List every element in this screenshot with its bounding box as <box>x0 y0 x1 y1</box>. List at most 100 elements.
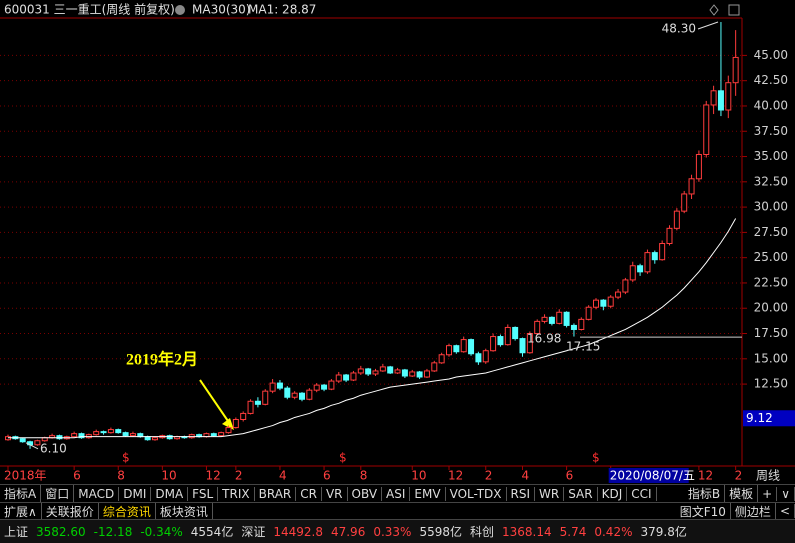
side-tab[interactable]: 侧边栏 <box>731 502 776 520</box>
candle-body <box>666 227 673 245</box>
indicator-tab[interactable]: 指标A <box>0 485 42 502</box>
toolbar-button[interactable]: 指标B <box>684 485 726 502</box>
index-name[interactable]: 上证 <box>4 525 29 539</box>
candle-body <box>328 380 335 390</box>
candle-body <box>394 369 401 374</box>
indicator-tab[interactable]: OBV <box>348 486 383 501</box>
candle-body <box>93 431 100 436</box>
candle-body <box>423 370 430 378</box>
candle-body <box>107 429 114 434</box>
candle-body <box>578 318 585 330</box>
candle-body <box>210 433 217 437</box>
index-change: 47.96 <box>330 524 366 539</box>
x-tick-label: 6 <box>323 469 331 483</box>
low-label: 6.10 <box>40 441 67 455</box>
level-label: 16.98 <box>527 331 561 345</box>
index-price: 3582.60 <box>36 524 86 539</box>
info-tab[interactable]: 扩展∧ <box>0 502 42 520</box>
x-tick-label: 4 <box>279 469 287 483</box>
y-tick-label: 37.50 <box>754 124 788 138</box>
index-pct: -0.34% <box>140 524 183 539</box>
indicator-tab[interactable]: RSI <box>507 486 536 501</box>
candle-body <box>276 382 283 389</box>
candle-body <box>240 412 247 420</box>
indicator-tab[interactable]: VOL-TDX <box>446 486 507 501</box>
candle-body <box>681 193 688 212</box>
info-tab[interactable]: 板块资讯 <box>156 502 213 520</box>
index-name[interactable]: 深证 <box>241 525 266 539</box>
toolbar-button[interactable]: + <box>758 486 778 501</box>
candle-body <box>335 374 342 382</box>
index-pct: 0.42% <box>594 524 633 539</box>
diamond-icon[interactable] <box>709 4 719 16</box>
indicator-tab[interactable]: ASI <box>382 486 411 501</box>
indicator-tab[interactable]: MACD <box>74 486 120 501</box>
toolbar-button[interactable]: ∨ <box>777 486 795 501</box>
index-name[interactable]: 科创 <box>470 525 495 539</box>
background <box>0 0 795 484</box>
indicator-tab[interactable]: KDJ <box>598 486 628 501</box>
index-change: -12.18 <box>93 524 133 539</box>
candle-body <box>372 370 379 375</box>
indicator-tab[interactable]: SAR <box>564 486 598 501</box>
candle-body <box>659 243 666 261</box>
dividend-marker: $ <box>339 451 347 465</box>
info-tab[interactable]: 综合资讯 <box>99 502 156 520</box>
candle-body <box>556 311 563 324</box>
indicator-tab[interactable]: FSL <box>188 486 219 501</box>
indicator-tab[interactable]: 窗口 <box>41 485 75 502</box>
cursor-price-label: 9.12 <box>746 411 773 425</box>
y-tick-label: 32.50 <box>754 174 788 188</box>
low-arrow <box>25 442 39 450</box>
y-tick-label: 22.50 <box>754 275 788 289</box>
candle-body <box>152 437 158 441</box>
candle-body <box>409 371 416 377</box>
candle-body <box>166 435 173 440</box>
x-tick-label: 8 <box>360 469 368 483</box>
window-icon[interactable] <box>728 4 740 16</box>
indicator-tab[interactable]: VR <box>322 486 348 501</box>
candle-body <box>85 434 92 439</box>
x-tick-label: 2 <box>235 469 243 483</box>
indicator-tab[interactable]: WR <box>535 486 565 501</box>
candle-body <box>570 324 577 330</box>
candle-body <box>247 400 254 414</box>
indicator-tab[interactable]: CR <box>296 486 322 501</box>
candle-body <box>688 178 695 195</box>
candle-body <box>321 384 328 390</box>
candle-body <box>651 252 658 261</box>
x-tick-label: 4 <box>522 469 530 483</box>
info-tab[interactable]: 关联报价 <box>42 502 99 520</box>
period-label: 周线 <box>756 469 780 483</box>
indicator-tab[interactable]: BRAR <box>255 486 297 501</box>
y-tick-label: 17.50 <box>754 326 788 340</box>
index-change: 5.74 <box>559 524 587 539</box>
x-tick-label: 2 <box>735 469 743 483</box>
indicator-tab[interactable]: DMA <box>151 486 189 501</box>
candle-body <box>56 435 63 440</box>
candle-body <box>34 440 41 446</box>
settings-icon[interactable] <box>175 5 185 15</box>
index-amount: 5598亿 <box>419 525 462 539</box>
candle-body <box>306 389 313 400</box>
candle-body <box>365 368 372 375</box>
candle-body <box>607 296 614 307</box>
indicator-tab[interactable]: TRIX <box>218 486 255 501</box>
index-price: 1368.14 <box>502 524 552 539</box>
y-tick-label: 35.00 <box>754 149 788 163</box>
candle-body <box>519 338 526 354</box>
y-tick-label: 42.50 <box>754 73 788 87</box>
ma-line <box>8 218 737 439</box>
tab-bar: 扩展∧ 关联报价 综合资讯 板块资讯 图文F10 侧边栏 < <box>0 502 795 520</box>
y-tick-label: 20.00 <box>754 301 788 315</box>
side-tab[interactable]: 图文F10 <box>676 502 731 520</box>
indicator-tab[interactable]: DMI <box>119 486 152 501</box>
toolbar-button[interactable]: 模板 <box>725 485 759 502</box>
side-tab[interactable]: < <box>776 504 795 518</box>
candle-body <box>615 291 622 298</box>
indicator-tab[interactable]: EMV <box>410 486 446 501</box>
indicator-tab[interactable]: CCI <box>627 486 657 501</box>
x-tick-label: 12 <box>205 469 220 483</box>
x-tick-label: 10 <box>161 469 176 483</box>
x-tick-label: 12 <box>698 469 713 483</box>
